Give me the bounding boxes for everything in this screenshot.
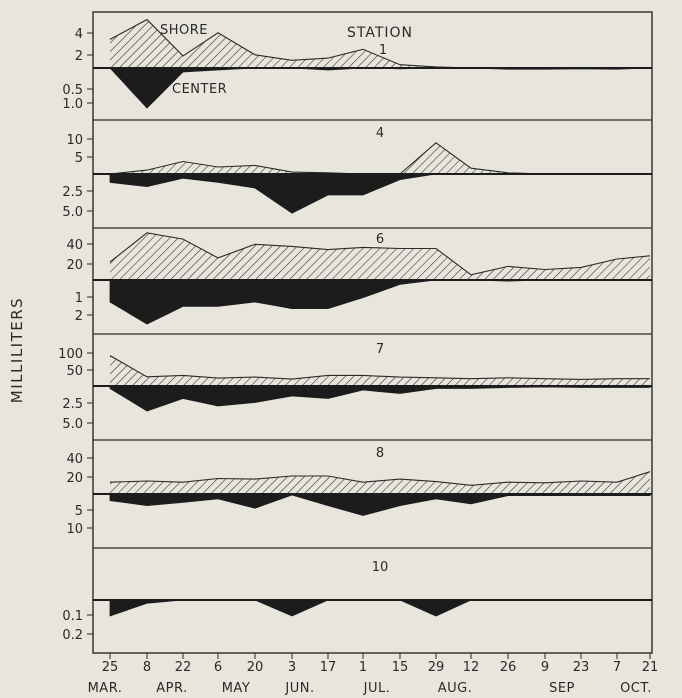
y-tick-label: 20 [66, 471, 83, 486]
shore-area-station-7 [110, 355, 650, 386]
y-axis-label: MILLILITERS [8, 297, 26, 403]
y-tick-label: 5.0 [62, 205, 83, 220]
station-label-10: 10 [372, 560, 389, 575]
x-month-label: JUN. [284, 681, 314, 696]
shore-line-station-7 [109, 355, 650, 380]
x-tick-label: 1 [359, 660, 367, 675]
y-tick-label: 5.0 [62, 417, 83, 432]
x-tick-label: 25 [102, 660, 119, 675]
y-tick-label: 0.2 [62, 628, 83, 643]
x-tick-label: 20 [247, 660, 264, 675]
y-tick-label: 10 [66, 522, 83, 537]
y-tick-label: 40 [66, 238, 83, 253]
x-tick-label: 3 [288, 660, 296, 675]
shore-area-station-4 [110, 142, 650, 174]
center-area-station-6 [109, 279, 650, 325]
y-tick-label: 2.5 [62, 185, 83, 200]
station-panel-6: 6 40 20 1 2 [66, 227, 652, 325]
x-tick-label: 9 [541, 660, 549, 675]
station-label-1: 1 [379, 43, 387, 58]
x-month-label: OCT. [620, 681, 652, 696]
shore-line-station-6 [109, 232, 651, 276]
x-tick-label: 21 [642, 660, 659, 675]
x-tick-label: 7 [613, 660, 621, 675]
station-panel-8: 8 40 20 5 10 [66, 439, 652, 537]
station-panel-7: 7 100 50 2.5 5.0 [58, 333, 652, 432]
station-label-7: 7 [376, 342, 384, 357]
station-panel-10: 10 0.1 0.2 [62, 547, 652, 643]
y-tick-label: 50 [66, 364, 83, 379]
y-tick-label: 5 [75, 151, 83, 166]
center-label: CENTER [172, 82, 227, 97]
y-tick-label: 4 [75, 27, 83, 42]
station-panel-4: 4 10 5 2.5 5.0 [62, 119, 652, 220]
plot-frame [92, 11, 653, 654]
x-tick-label: 15 [392, 660, 409, 675]
y-tick-label: 2 [75, 49, 83, 64]
shore-area-station-8 [110, 471, 650, 494]
station-header: STATION [347, 25, 413, 41]
shore-label: SHORE [160, 23, 208, 38]
shore-line-station-8 [109, 471, 651, 486]
center-area-station-8 [109, 493, 651, 516]
y-tick-label: 1.0 [62, 97, 83, 112]
x-month-label: MAY [222, 681, 251, 696]
station-panel-1: 1 4 2 0.51.0 [62, 18, 652, 112]
x-tick-label: 23 [573, 660, 590, 675]
center-area-station-4 [109, 173, 650, 214]
x-month-label: SEP [549, 681, 575, 696]
x-month-label: AUG. [438, 681, 473, 696]
x-month-label: JUL. [363, 681, 391, 696]
x-tick-label: 26 [500, 660, 517, 675]
y-tick-label: 1 [75, 291, 83, 306]
x-tick-label: 8 [143, 660, 151, 675]
x-tick-label: 12 [463, 660, 480, 675]
station-label-6: 6 [376, 232, 384, 247]
y-tick-label: 0.5 [62, 83, 83, 98]
center-area-station-7 [109, 385, 651, 412]
shore-area-station-6 [110, 232, 650, 280]
x-tick-label: 17 [320, 660, 337, 675]
x-tick-label: 29 [428, 660, 445, 675]
y-tick-label: 0.1 [62, 609, 83, 624]
y-tick-label: 20 [66, 258, 83, 273]
y-tick-label: 5 [75, 504, 83, 519]
x-tick-label: 22 [175, 660, 192, 675]
x-month-label: MAR. [88, 681, 123, 696]
y-tick-label: 40 [66, 452, 83, 467]
x-tick-label: 6 [214, 660, 222, 675]
y-tick-label: 10 [66, 133, 83, 148]
station-label-8: 8 [376, 446, 384, 461]
center-area-station-10 [109, 599, 650, 617]
shore-area-station-1 [110, 19, 650, 69]
x-month-label: APR. [156, 681, 187, 696]
station-label-4: 4 [376, 126, 384, 141]
y-tick-label: 2 [75, 309, 83, 324]
y-tick-label: 100 [58, 347, 83, 362]
y-tick-label: 2.5 [62, 397, 83, 412]
